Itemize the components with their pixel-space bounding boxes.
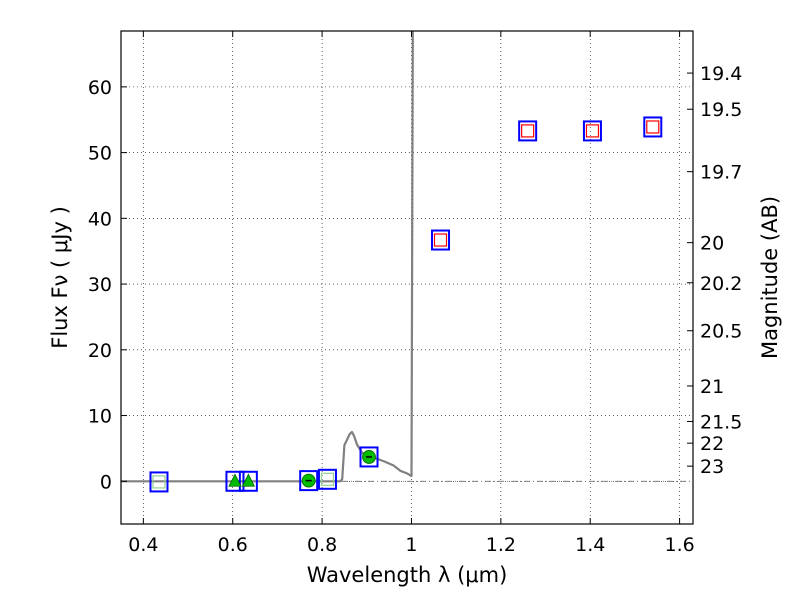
x-tick-label: 1.2 [486,534,516,556]
y-tick-label: 40 [88,208,112,230]
plot-frame [120,30,694,525]
axis-ticks: 0.4 0.6 0.8 1 1.2 1.4 1.6 0 10 20 30 40 50 60 19.4 19.5… [88,31,742,556]
photometry-square [582,120,602,142]
spectrum-line [121,30,414,483]
mag-tick-label: 23 [700,456,724,478]
mag-tick-label: 19.4 [700,63,742,85]
model-square [521,124,535,138]
x-tick-label: 1.6 [664,534,694,556]
photometry-square [225,470,245,492]
photometry-square [149,471,169,493]
model-square [433,233,448,247]
series-square-outline [149,116,663,493]
x-tick-label: 0.4 [128,534,158,556]
triangle-marker [241,473,256,487]
mag-tick-label: 20.5 [700,321,742,343]
y-axis-label: Flux Fν ( μJy ) [48,206,72,349]
mag-tick-label: 21.5 [700,411,742,433]
photometry-square [299,470,319,492]
photometry-square [238,470,258,492]
series-line [121,30,414,483]
y-tick-label: 30 [88,274,112,296]
photometry-square [643,116,663,138]
photometry-square [359,446,379,468]
mag-tick-label: 20 [700,233,724,255]
y-tick-label: 0 [100,471,112,493]
x-axis-label: Wavelength λ (μm) [307,563,508,587]
series-square-outline-small [152,472,335,489]
y-tick-label: 20 [88,340,112,362]
mag-tick-label: 19.5 [700,99,742,121]
model-square [646,120,660,134]
y-tick-label: 10 [88,406,112,428]
y-axis-label-right: Magnitude (AB) [758,196,782,359]
mag-tick-label: 21 [700,376,724,398]
x-tick-label: 1 [405,534,417,556]
x-tick-label: 0.8 [307,534,337,556]
x-tick-label: 1.4 [575,534,605,556]
series-circle [301,450,376,488]
series-square-outline-small [433,120,660,247]
triangle-marker [228,473,242,487]
model-square [585,124,600,138]
model-square [320,472,335,486]
photometry-square [518,120,538,142]
y-tick-label: 50 [88,143,112,165]
data-layer [121,30,663,493]
y-tick-label: 60 [88,77,112,99]
photometry-square [317,468,337,490]
mag-tick-label: 19.7 [700,162,742,184]
model-square [152,475,166,489]
series-triangle [228,473,256,487]
photometry-square [431,229,451,251]
grid-lines [121,31,693,524]
mag-tick-label: 22 [700,433,724,455]
mag-tick-label: 20.2 [700,273,742,295]
x-tick-label: 0.6 [218,534,248,556]
